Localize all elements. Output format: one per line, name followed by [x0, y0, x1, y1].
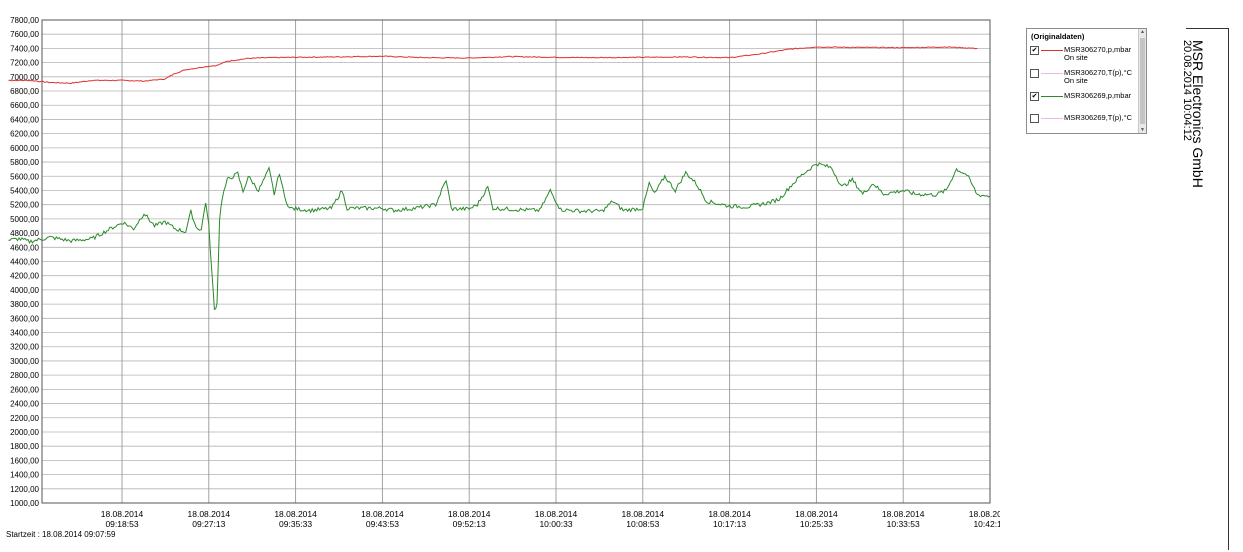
y-tick-label: 2400,00: [10, 400, 39, 409]
legend-item-msr306270-t[interactable]: MSR306270,T(p),°C On site: [1030, 68, 1138, 90]
x-tick-time: 10:00:33: [539, 519, 572, 529]
y-tick-label: 4400,00: [10, 258, 39, 267]
legend-swatch: [1041, 118, 1063, 119]
x-tick-date: 18.08.2014: [361, 509, 404, 519]
chart-canvas: 7800,00 7600,00 7400,00 7200,00 7000,00 6800,…: [8, 16, 1000, 529]
y-tick-label: 1000,00: [10, 499, 39, 508]
legend-sublabel: On site: [1064, 53, 1088, 62]
y-tick-label: 3800,00: [10, 300, 39, 309]
y-tick-label: 5000,00: [10, 215, 39, 224]
series-line-2: [8, 162, 991, 311]
x-tick-date: 18.08.2014: [274, 509, 317, 519]
y-tick-label: 7800,00: [10, 16, 39, 25]
legend-checkbox[interactable]: [1030, 69, 1039, 78]
x-tick-time: 10:25:33: [800, 519, 833, 529]
y-tick-label: 5400,00: [10, 186, 39, 195]
series-group: [8, 46, 991, 311]
legend-checkbox[interactable]: ✔: [1030, 92, 1039, 101]
y-tick-label: 2200,00: [10, 414, 39, 423]
y-tick-label: 5800,00: [10, 158, 39, 167]
x-tick-date: 18.08.2014: [969, 509, 1000, 519]
x-tick-date: 18.08.2014: [188, 509, 231, 519]
legend-item-msr306269-t[interactable]: MSR306269,T(p),°C: [1030, 113, 1138, 135]
legend-sublabel: On site: [1064, 76, 1088, 85]
legend-item-msr306270-p[interactable]: ✔ MSR306270,p,mbar On site: [1030, 45, 1138, 67]
y-tick-label: 2600,00: [10, 385, 39, 394]
x-tick-time: 09:27:13: [192, 519, 225, 529]
x-tick-date: 18.08.2014: [448, 509, 491, 519]
company-name: MSR Electronics GmbH: [1190, 40, 1206, 188]
legend-title: (Originaldaten): [1031, 32, 1085, 41]
scroll-thumb[interactable]: [1140, 38, 1145, 124]
y-tick-label: 6800,00: [10, 87, 39, 96]
y-tick-label: 5200,00: [10, 201, 39, 210]
grid: [42, 19, 990, 504]
y-tick-label: 1400,00: [10, 471, 39, 480]
y-tick-label: 7200,00: [10, 59, 39, 68]
x-tick-time: 09:43:53: [366, 519, 399, 529]
x-tick-date: 18.08.2014: [535, 509, 578, 519]
x-tick-date: 18.08.2014: [708, 509, 751, 519]
y-tick-label: 4600,00: [10, 243, 39, 252]
y-tick-label: 1800,00: [10, 442, 39, 451]
legend-checkbox[interactable]: [1030, 114, 1039, 123]
x-axis: 18.08.201409:18:5318.08.201409:27:1318.0…: [101, 509, 1000, 529]
legend-label: MSR306269,p,mbar: [1064, 91, 1132, 100]
y-tick-label: 6600,00: [10, 101, 39, 110]
legend: (Originaldaten) ✔ MSR306270,p,mbar On si…: [1026, 28, 1147, 134]
y-tick-label: 4200,00: [10, 272, 39, 281]
x-tick-date: 18.08.2014: [795, 509, 838, 519]
x-tick-time: 10:33:53: [887, 519, 920, 529]
y-tick-label: 3000,00: [10, 357, 39, 366]
x-tick-time: 10:08:53: [626, 519, 659, 529]
legend-label: MSR306269,T(p),°C: [1064, 113, 1133, 122]
y-tick-label: 6000,00: [10, 144, 39, 153]
x-tick-date: 18.08.2014: [101, 509, 144, 519]
x-tick-time: 10:42:13: [973, 519, 1000, 529]
border-top: [1186, 28, 1228, 29]
y-tick-label: 1600,00: [10, 456, 39, 465]
border-right: [1228, 28, 1229, 550]
y-tick-label: 1200,00: [10, 485, 39, 494]
legend-swatch: [1041, 73, 1063, 74]
series-line-0: [8, 46, 978, 85]
y-tick-label: 3400,00: [10, 329, 39, 338]
y-tick-label: 6400,00: [10, 115, 39, 124]
y-tick-label: 3200,00: [10, 343, 39, 352]
legend-swatch: [1041, 50, 1063, 51]
x-tick-date: 18.08.2014: [622, 509, 665, 519]
y-tick-label: 4800,00: [10, 229, 39, 238]
y-tick-label: 2000,00: [10, 428, 39, 437]
plot-frame: [41, 19, 991, 504]
y-axis: 7800,00 7600,00 7400,00 7200,00 7000,00 6800,…: [10, 16, 39, 508]
legend-item-msr306269-p[interactable]: ✔ MSR306269,p,mbar: [1030, 91, 1138, 113]
legend-swatch: [1041, 96, 1063, 97]
legend-label: MSR306270,T(p),°C: [1064, 68, 1133, 77]
y-tick-label: 7600,00: [10, 30, 39, 39]
start-time: Startzeit : 18.08.2014 09:07:59: [6, 530, 116, 539]
print-timestamp: 20.08.2014 10:04:12: [1181, 40, 1193, 141]
y-tick-label: 5600,00: [10, 172, 39, 181]
scroll-down-icon[interactable]: ▼: [1140, 127, 1145, 133]
x-tick-date: 18.08.2014: [882, 509, 925, 519]
y-tick-label: 7400,00: [10, 44, 39, 53]
y-tick-label: 3600,00: [10, 314, 39, 323]
x-tick-time: 09:35:33: [279, 519, 312, 529]
y-tick-label: 7000,00: [10, 73, 39, 82]
legend-label: MSR306270,p,mbar: [1064, 45, 1132, 54]
y-tick-label: 4000,00: [10, 286, 39, 295]
y-tick-label: 6200,00: [10, 130, 39, 139]
x-tick-time: 09:52:13: [453, 519, 486, 529]
x-tick-time: 09:18:53: [105, 519, 138, 529]
scroll-up-icon[interactable]: ▲: [1140, 29, 1145, 35]
y-tick-label: 2800,00: [10, 371, 39, 380]
x-tick-time: 10:17:13: [713, 519, 746, 529]
legend-checkbox[interactable]: ✔: [1030, 46, 1039, 55]
legend-scrollbar[interactable]: ▲ ▼: [1138, 29, 1146, 133]
